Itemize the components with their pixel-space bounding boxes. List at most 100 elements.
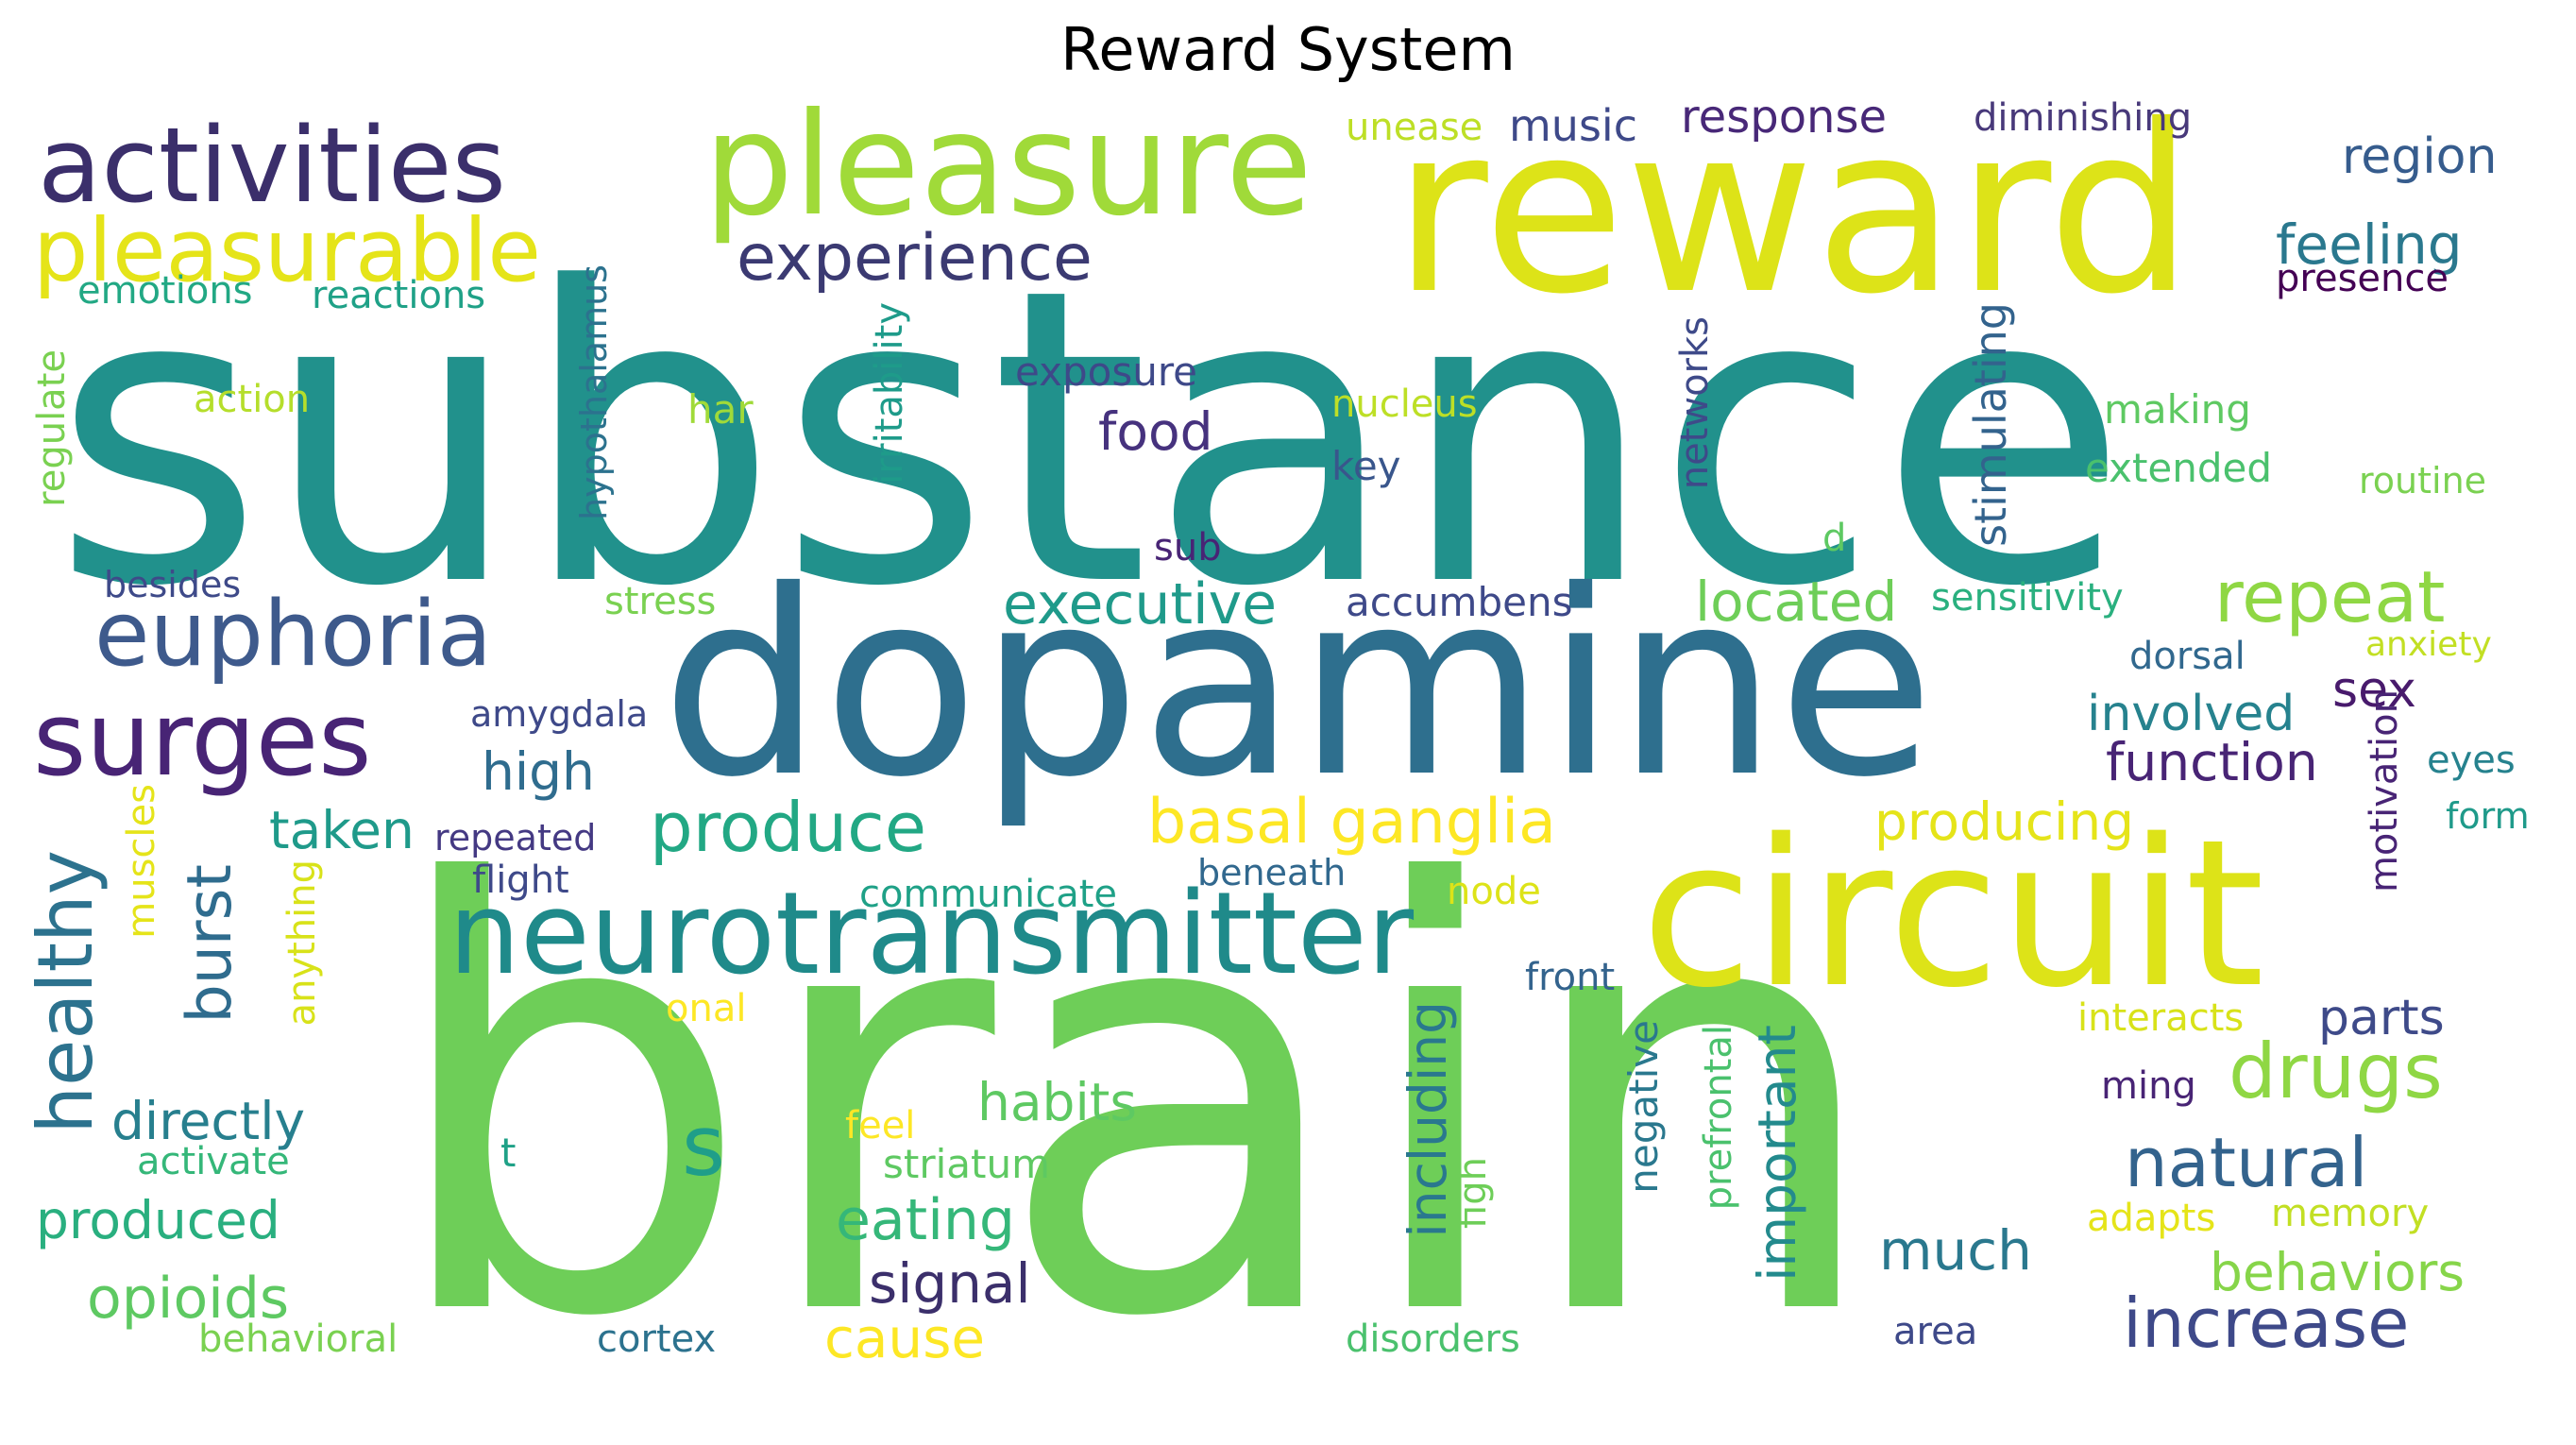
word-nucleus: nucleus: [1331, 382, 1478, 426]
word-negative: negative: [1620, 1020, 1667, 1194]
word-cloud: substance brain reward dopamine circuit pleas…: [22, 76, 2530, 1398]
word-har: har: [687, 386, 754, 433]
word-basal-ganglia: basal ganglia: [1147, 787, 1557, 858]
word-reactions: reactions: [312, 274, 486, 317]
word-euphoria: euphoria: [94, 583, 492, 687]
word-stimulating: stimulating: [1965, 302, 2016, 547]
word-executive: executive: [1003, 571, 1278, 638]
word-irritability: irritability: [868, 302, 911, 484]
word-t: t: [500, 1130, 517, 1176]
word-sex: sex: [2332, 662, 2416, 719]
word-making: making: [2104, 386, 2251, 433]
word-substance: substance: [52, 203, 2129, 675]
word-stress: stress: [604, 580, 717, 623]
word-surges: surges: [33, 681, 372, 799]
word-behavioral: behavioral: [198, 1318, 398, 1361]
word-cause: cause: [824, 1306, 986, 1370]
word-dopamine: dopamine: [661, 536, 1935, 833]
word-burst: burst: [175, 864, 246, 1024]
word-high: high: [482, 741, 595, 802]
word-besides: besides: [104, 564, 242, 605]
word-behaviors: behaviors: [2210, 1242, 2466, 1302]
word-region: region: [2342, 128, 2498, 185]
word-regulate: regulate: [30, 349, 74, 507]
word-habits: habits: [977, 1072, 1137, 1132]
word-feel: feel: [845, 1104, 916, 1148]
word-neurotransmitter: neurotransmitter: [449, 869, 1415, 1000]
word-natural: natural: [2125, 1123, 2368, 1202]
word-s: s: [682, 1097, 725, 1195]
word-communicate: communicate: [859, 873, 1118, 916]
chart-title: Reward System: [1060, 15, 1516, 84]
word-much: much: [1879, 1218, 2032, 1283]
word-exposure: exposure: [1015, 348, 1197, 395]
word-node: node: [1447, 870, 1541, 913]
word-repeat: repeat: [2214, 555, 2446, 638]
word-hypothalamus: hypothalamus: [573, 264, 615, 520]
word-response: response: [1681, 91, 1888, 144]
word-amygdala: amygdala: [470, 693, 649, 735]
word-music: music: [1509, 100, 1638, 151]
word-sub: sub: [1154, 526, 1222, 570]
word-diminishing: diminishing: [1974, 96, 2193, 140]
word-feeling: feeling: [2276, 212, 2463, 277]
word-routine: routine: [2359, 460, 2487, 502]
word-dorsal: dorsal: [2129, 635, 2246, 678]
word-reward: reward: [1393, 76, 2195, 345]
word-important: important: [1747, 1025, 1807, 1282]
word-accumbens: accumbens: [1346, 579, 1573, 625]
word-cortex: cortex: [597, 1318, 717, 1361]
word-including: including: [1398, 1001, 1458, 1238]
word-beneath: beneath: [1197, 852, 1347, 893]
word-eating: eating: [836, 1187, 1015, 1253]
word-increase: increase: [2123, 1284, 2410, 1363]
word-striatum: striatum: [883, 1141, 1051, 1187]
word-area: area: [1893, 1310, 1978, 1353]
word-producing: producing: [1874, 791, 2135, 852]
word-flight: flight: [472, 858, 569, 902]
word-disorders: disorders: [1346, 1318, 1520, 1361]
word-parts: parts: [2318, 990, 2445, 1046]
word-brain: brain: [382, 764, 1888, 1445]
word-located: located: [1695, 570, 1898, 634]
word-activities: activities: [38, 105, 506, 226]
word-adapts: adapts: [2087, 1197, 2216, 1240]
word-form: form: [2446, 795, 2530, 837]
word-memory: memory: [2271, 1192, 2430, 1235]
word-d: d: [1822, 517, 1847, 560]
word-signal: signal: [869, 1251, 1031, 1316]
word-networks: networks: [1673, 316, 1717, 490]
word-front: front: [1525, 956, 1616, 999]
word-experience: experience: [737, 221, 1093, 296]
word-emotions: emotions: [77, 269, 253, 313]
word-onal: onal: [666, 987, 747, 1030]
word-action: action: [194, 378, 311, 421]
word-opioids: opioids: [87, 1266, 290, 1332]
word-motivation: motivation: [2363, 689, 2406, 893]
word-ming: ming: [2101, 1064, 2196, 1108]
word-unease: unease: [1346, 106, 1483, 149]
word-anything: anything: [280, 859, 324, 1027]
word-eyes: eyes: [2427, 739, 2516, 782]
word-healthy: healthy: [22, 850, 110, 1134]
word-presence: presence: [2276, 257, 2449, 300]
word-extended: extended: [2085, 445, 2273, 491]
word-function: function: [2106, 732, 2318, 792]
word-interacts: interacts: [2077, 996, 2245, 1040]
word-drugs: drugs: [2229, 1028, 2443, 1115]
word-circuit: circuit: [1641, 795, 2265, 1032]
word-activate: activate: [137, 1140, 290, 1183]
word-taken: taken: [269, 800, 415, 860]
word-produced: produced: [36, 1190, 280, 1250]
word-repeated: repeated: [434, 817, 597, 858]
word-directly: directly: [111, 1091, 306, 1151]
word-pleasurable: pleasurable: [33, 200, 541, 301]
word-food: food: [1098, 401, 1213, 462]
word-figh: figh: [1451, 1157, 1495, 1229]
word-muscles: muscles: [120, 784, 163, 939]
word-prefrontal: prefrontal: [1697, 1025, 1740, 1211]
word-pleasure: pleasure: [703, 83, 1313, 247]
word-involved: involved: [2087, 686, 2296, 742]
word-sensitivity: sensitivity: [1931, 576, 2124, 620]
word-produce: produce: [650, 788, 926, 867]
